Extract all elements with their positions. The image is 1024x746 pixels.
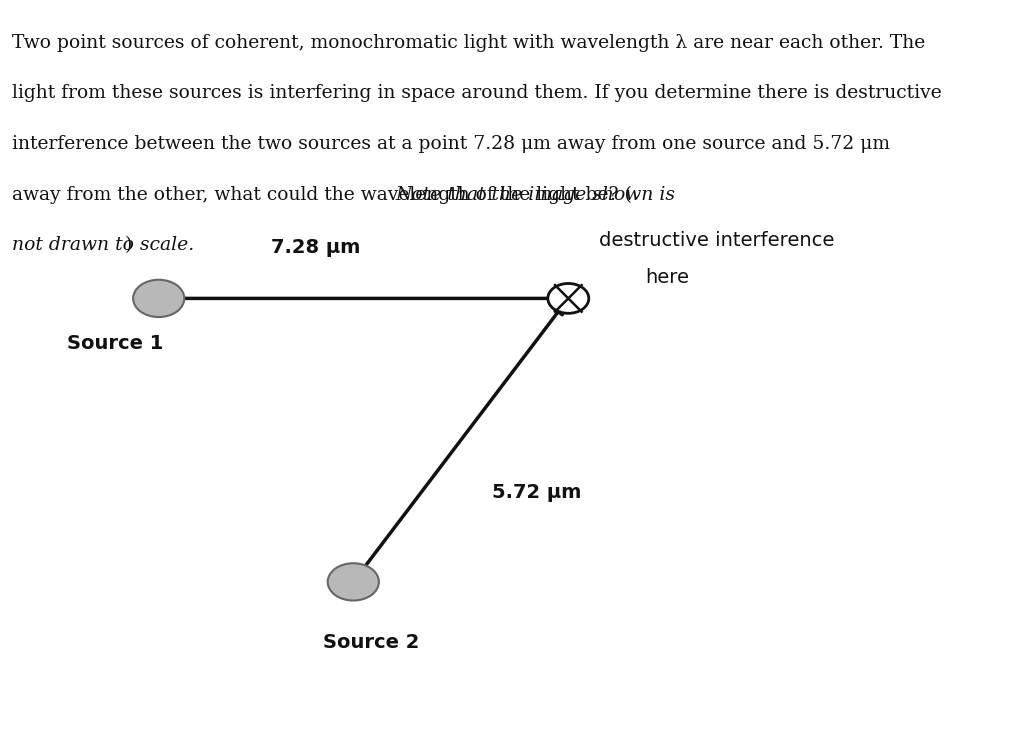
Text: ): ) [124, 236, 131, 254]
Text: not drawn to scale.: not drawn to scale. [12, 236, 195, 254]
Text: interference between the two sources at a point 7.28 μm away from one source and: interference between the two sources at … [12, 135, 890, 153]
Text: 5.72 μm: 5.72 μm [492, 483, 581, 502]
Text: Source 1: Source 1 [67, 334, 163, 353]
Text: here: here [645, 269, 689, 287]
Circle shape [133, 280, 184, 317]
Text: Source 2: Source 2 [323, 633, 419, 651]
Text: light from these sources is interfering in space around them. If you determine t: light from these sources is interfering … [12, 84, 942, 102]
Circle shape [328, 563, 379, 601]
Text: 7.28 μm: 7.28 μm [271, 239, 360, 257]
Text: destructive interference: destructive interference [599, 231, 835, 250]
Text: Note that the image shown is: Note that the image shown is [395, 186, 675, 204]
Text: Two point sources of coherent, monochromatic light with wavelength λ are near ea: Two point sources of coherent, monochrom… [12, 34, 926, 51]
Circle shape [548, 283, 589, 313]
Text: away from the other, what could the wavelength of the light be? (: away from the other, what could the wave… [12, 186, 632, 204]
